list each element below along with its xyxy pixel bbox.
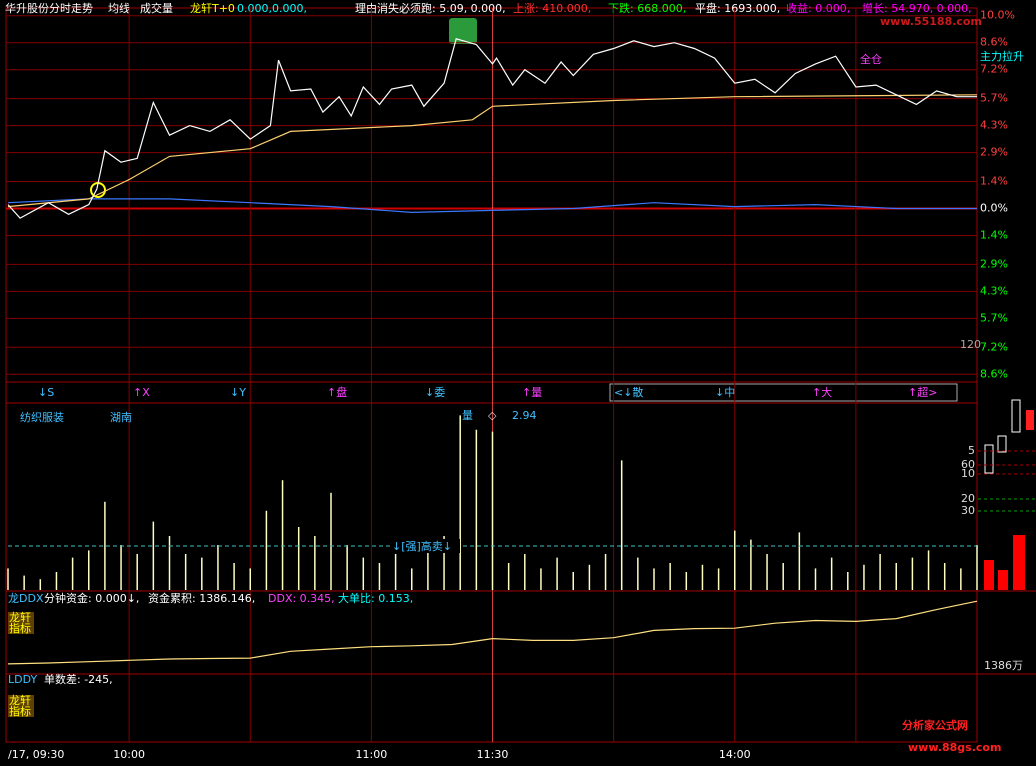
flow-line (7, 198, 977, 214)
price-line (7, 38, 977, 219)
y-tick-label: 5.7% (980, 311, 1008, 324)
ddx-name: 龙DDX (8, 592, 44, 605)
indicator-arrow: ↑X (133, 386, 150, 399)
signal-bg (390, 539, 460, 553)
y-tick-label: 7.2% (980, 63, 1008, 76)
badge (8, 612, 34, 634)
header-stat: 收益: 0.000, (786, 1, 850, 15)
indicator-arrow: ↑超> (908, 385, 937, 399)
indicator-arrow: ↓S (38, 386, 54, 399)
header-text: 成交量 (140, 1, 173, 15)
mini-label: 30 (961, 504, 975, 517)
mini-candles (984, 399, 1034, 590)
watermark: www.55188.com (880, 15, 982, 28)
y-tick-label: 4.3% (980, 284, 1008, 297)
header-stat: 平盘: 1693.000, (695, 1, 780, 15)
lddy-stat: 单数差: -245, (44, 672, 113, 686)
indicator-arrow: <↓散 (614, 385, 643, 399)
indicator-arrow: ↑量 (522, 386, 542, 399)
y-tick-label: 1.4% (980, 228, 1008, 241)
badge-text: 龙轩 (9, 610, 31, 624)
y-tick-label: 5.7% (980, 92, 1008, 105)
x-tick-label: 11:30 (477, 748, 509, 761)
indicator-arrow: ↓中 (715, 386, 735, 399)
ddx-stat: DDX: 0.345, (268, 592, 335, 605)
y-tick-label: 8.6% (980, 36, 1008, 49)
logo-name: 分析家公式网 (902, 718, 968, 732)
region-label: 湖南 (110, 411, 132, 424)
badge-text: 龙轩 (9, 693, 31, 707)
y-tick-label: 4.3% (980, 119, 1008, 132)
ddx-unit: 1386万 (984, 659, 1023, 672)
indicator-arrow: ↑盘 (327, 385, 347, 399)
badge-text: 指标 (9, 704, 31, 718)
x-tick-label: /17, 09:30 (8, 748, 64, 761)
lddy-name: LDDY (8, 673, 37, 686)
corner-label: 120 (960, 338, 981, 351)
indicator-arrow: ↑大 (812, 385, 832, 399)
header-text: 均线 (108, 1, 130, 15)
x-tick-label: 11:00 (356, 748, 388, 761)
logo-url: www.88gs.com (908, 741, 1001, 754)
y-tick-label: 7.2% (980, 340, 1008, 353)
y-tick-label: 8.6% (980, 367, 1008, 380)
header-text: 0.000, (272, 2, 307, 15)
arrow-box (609, 383, 958, 402)
ddx-line (7, 600, 978, 665)
x-tick-label: 14:00 (719, 748, 751, 761)
sector-label: 纺织服装 (20, 410, 64, 424)
side-label: 主力拉升 (980, 49, 1024, 63)
badge (8, 695, 34, 717)
header-stat: 增长: 54.970, 0.000, (862, 1, 972, 15)
header-stat: 理由消失必须跑: 5.09, 0.000, (355, 1, 506, 15)
x-tick-label: 10:00 (113, 748, 145, 761)
frame (5, 7, 978, 743)
ddx-stat: 资金累积: 1386.146, (148, 591, 255, 605)
big-label: 全仓 (860, 52, 882, 66)
y-tick-label: 0.0% (980, 201, 1008, 214)
mini-label: 10 (961, 467, 975, 480)
volume-symbol: ◇ (488, 409, 497, 422)
badge-text: 指标 (9, 621, 31, 635)
y-tick-label: 2.9% (980, 146, 1008, 159)
indicator-arrow: ↓委 (425, 386, 445, 399)
header-stat: 下跌: 668.000, (608, 1, 686, 15)
signal-icon (449, 18, 477, 44)
y-tick-label: 10.0% (980, 9, 1015, 22)
signal-label: ↓[强]高卖↓ (392, 539, 452, 553)
avg-line (7, 94, 978, 208)
mini-label: 60 (961, 458, 975, 471)
mini-label: 5 (968, 444, 975, 457)
volume-value: 2.94 (512, 409, 537, 422)
header-stat: 上涨: 410.000, (513, 2, 591, 15)
indicator-arrow: ↓Y (230, 386, 246, 399)
y-tick-label: 1.4% (980, 175, 1008, 188)
header-text: 龙轩T+0 (190, 1, 235, 15)
header-text: 华升股份分时走势 (5, 1, 93, 15)
mini-label: 20 (961, 492, 975, 505)
volume-label: 量 (462, 409, 473, 422)
header-text: 0.000, (237, 2, 272, 15)
ddx-stat: 分钟资金: 0.000↓, (44, 591, 139, 605)
ddx-stat: 大单比: 0.153, (338, 591, 413, 605)
y-tick-label: 2.9% (980, 257, 1008, 270)
